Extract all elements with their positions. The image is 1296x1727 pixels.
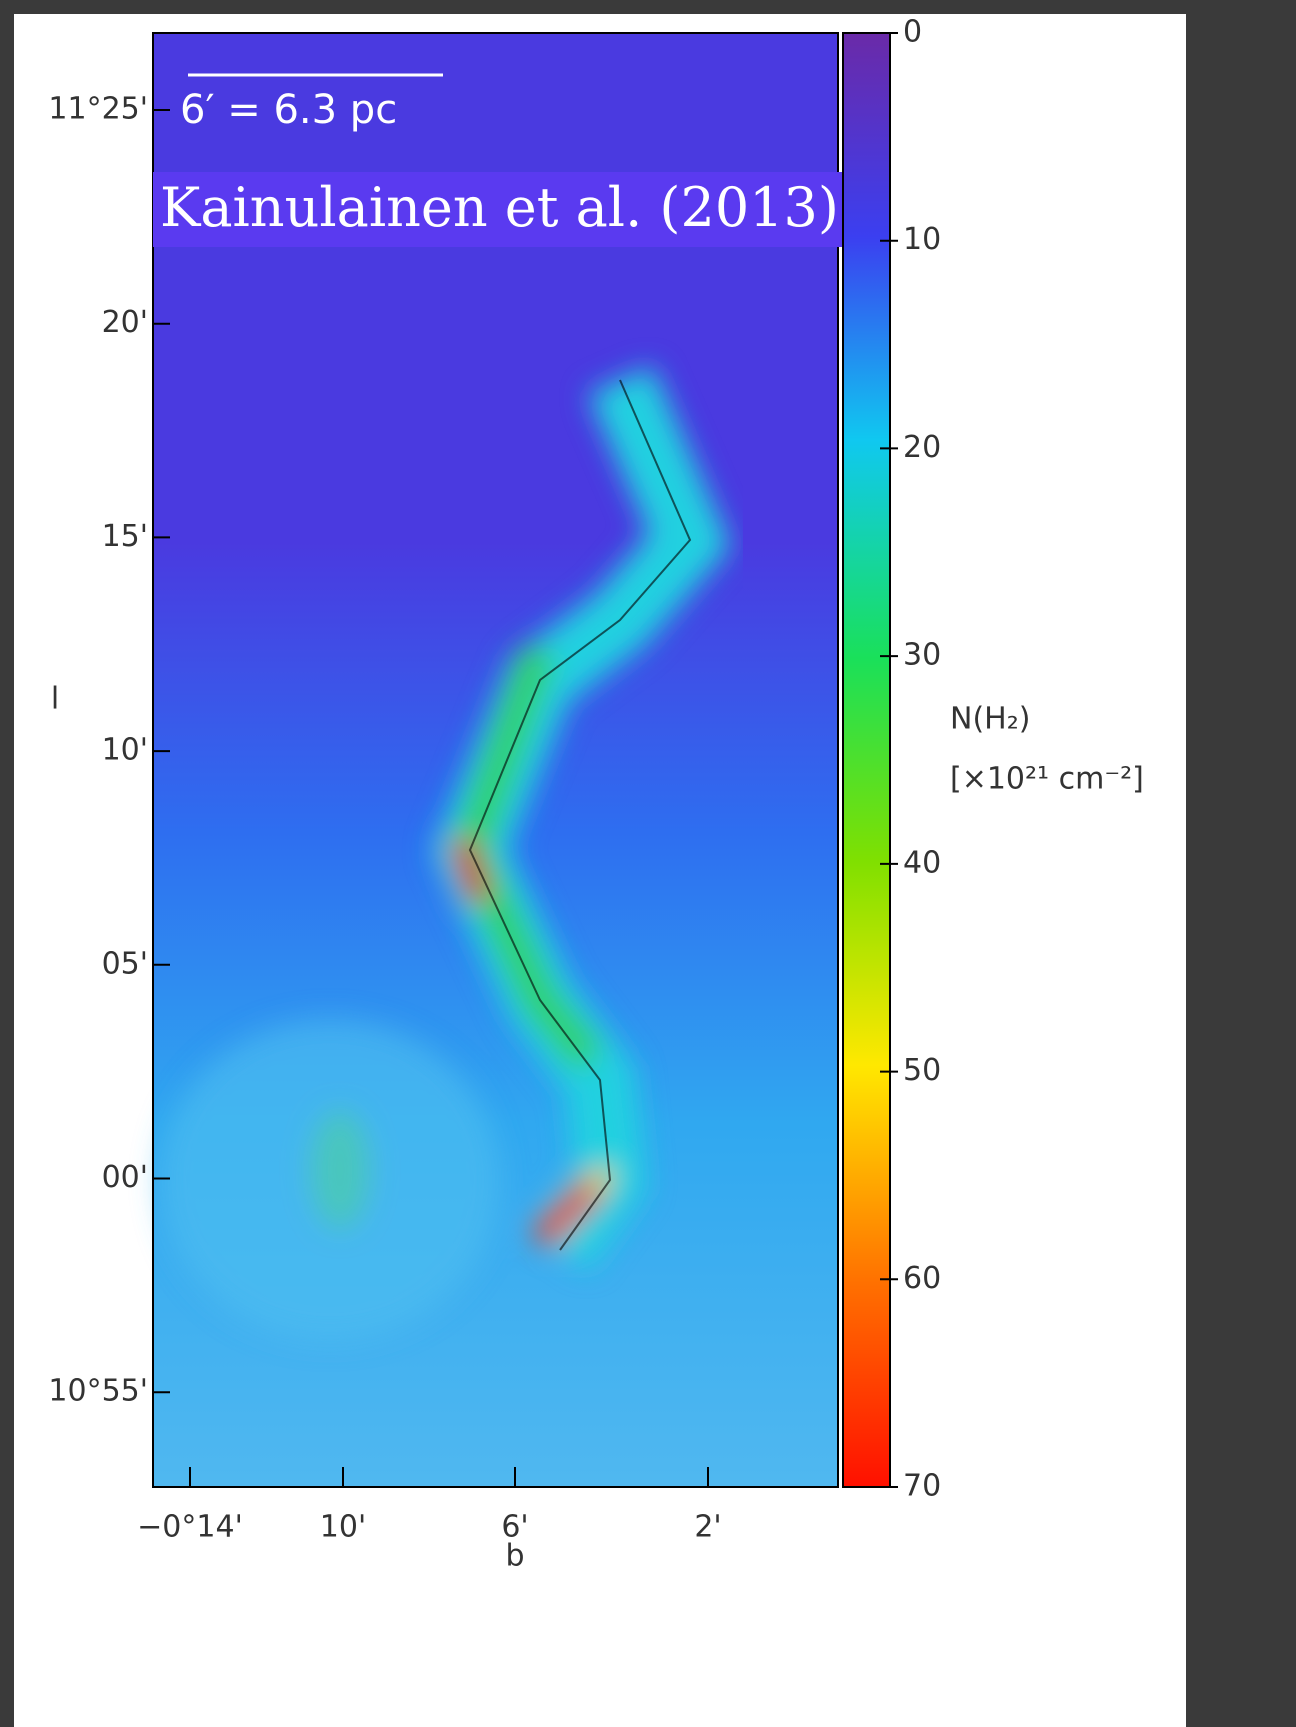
colorbar-label: N(H₂) [950,702,1030,737]
y-tick-label: 10' [102,733,148,768]
y-tick-label: 10°55' [48,1374,148,1409]
colorbar-tick-label: 20 [903,430,941,465]
x-tick-label: −0°14' [137,1510,243,1545]
plot-frame [152,32,839,1488]
y-tick-label: 00' [102,1160,148,1195]
x-tick-label: 6' [501,1510,528,1545]
y-tick-label: 05' [102,946,148,981]
colorbar-tick-label: 70 [903,1469,941,1504]
scale-bar-label: 6′ = 6.3 pc [180,87,397,133]
colorbar-unit: [×10²¹ cm⁻²] [950,762,1144,797]
y-tick-label: 20' [102,305,148,340]
y-tick-label: 11°25' [48,92,148,127]
y-axis-label: l [51,682,59,717]
credit: Kainulainen et al. (2013) [160,176,839,239]
y-tick-label: 15' [102,519,148,554]
colorbar-tick-label: 40 [903,845,941,880]
x-tick-label: 2' [694,1510,721,1545]
x-axis-label: b [505,1539,524,1574]
colorbar-tick-label: 0 [903,15,922,50]
x-tick-label: 10' [320,1510,366,1545]
colorbar-tick-label: 60 [903,1261,941,1296]
credit-box [153,172,875,247]
colorbar-tick-label: 10 [903,222,941,257]
colorbar-tick-label: 30 [903,638,941,673]
column-density-map [153,33,838,1487]
colorbar [842,32,891,1488]
colorbar-tick-label: 50 [903,1053,941,1088]
